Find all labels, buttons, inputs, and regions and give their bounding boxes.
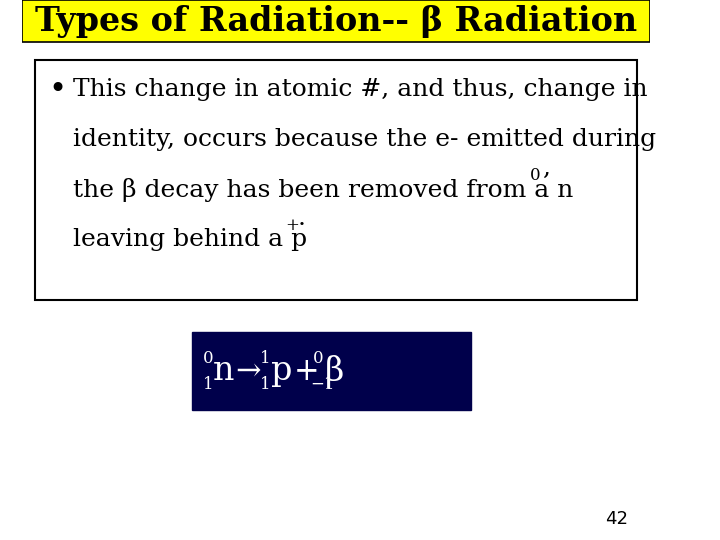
Text: 1: 1: [260, 376, 271, 393]
FancyBboxPatch shape: [35, 60, 637, 300]
Text: This change in atomic #, and thus, change in: This change in atomic #, and thus, chang…: [73, 78, 647, 102]
FancyBboxPatch shape: [192, 332, 471, 410]
Text: −1: −1: [311, 376, 336, 393]
Text: 0: 0: [202, 349, 213, 367]
Text: 1: 1: [260, 349, 271, 367]
Text: leaving behind a p: leaving behind a p: [73, 228, 307, 251]
Text: 42: 42: [605, 510, 628, 528]
Text: p: p: [271, 355, 292, 387]
Text: 1: 1: [202, 376, 213, 393]
Text: .: .: [297, 207, 305, 230]
Text: →: →: [235, 356, 261, 387]
Text: •: •: [48, 75, 66, 106]
Text: +: +: [293, 356, 319, 387]
Text: 0: 0: [312, 349, 323, 367]
FancyBboxPatch shape: [22, 1, 650, 42]
Text: ,: ,: [541, 157, 550, 180]
Text: β: β: [325, 355, 344, 388]
Text: identity, occurs because the e- emitted during: identity, occurs because the e- emitted …: [73, 129, 656, 151]
Text: 0: 0: [530, 167, 540, 184]
Text: Types of Radiation-- β Radiation: Types of Radiation-- β Radiation: [35, 5, 637, 38]
Text: the β decay has been removed from a n: the β decay has been removed from a n: [73, 178, 573, 202]
Text: n: n: [213, 355, 235, 387]
Text: +: +: [285, 217, 300, 234]
